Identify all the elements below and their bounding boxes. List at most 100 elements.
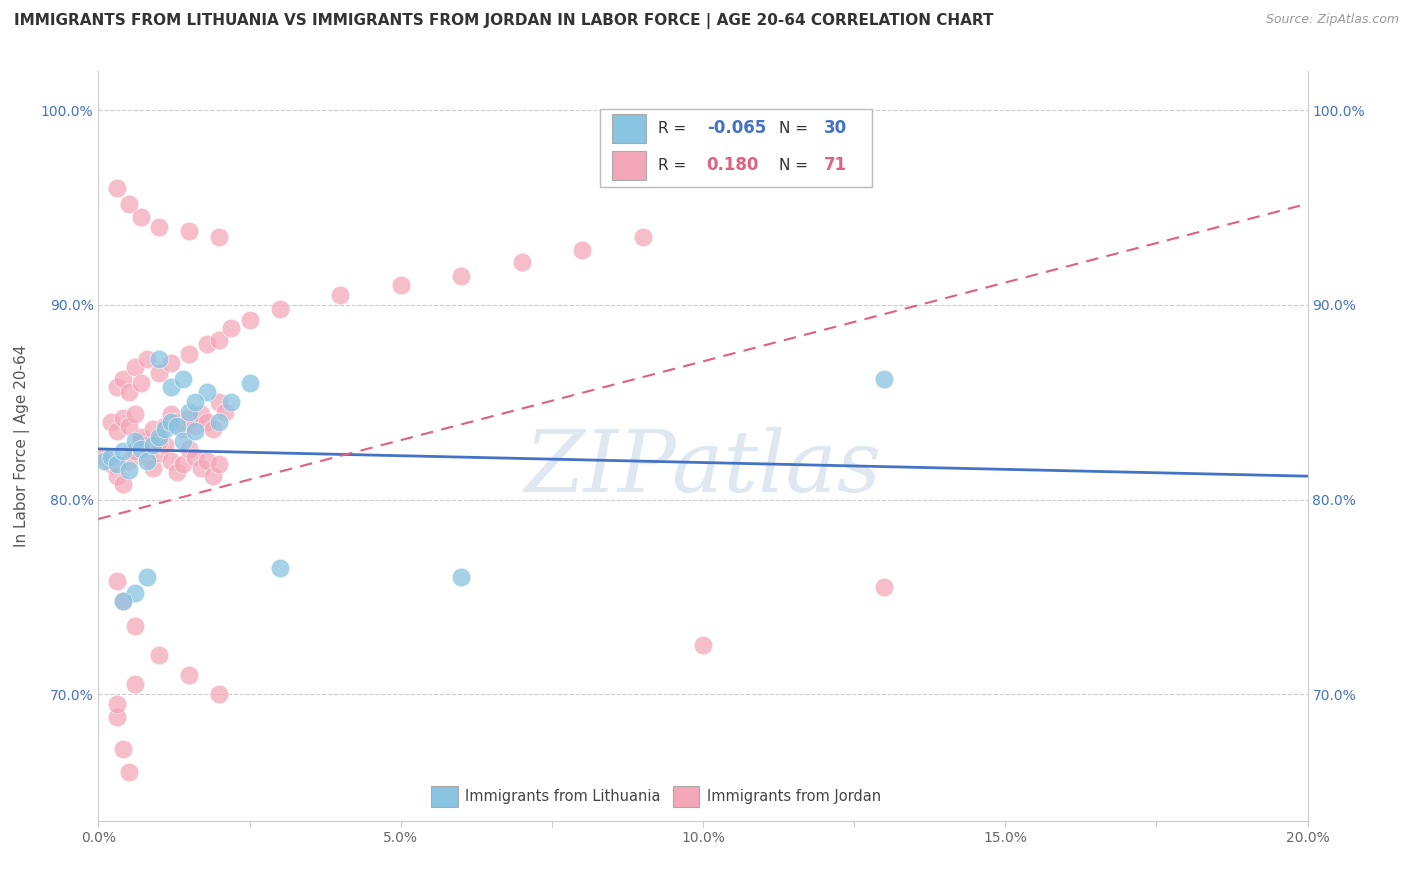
Point — [135, 438, 157, 452]
Point — [195, 453, 218, 467]
Point — [179, 667, 201, 681]
Y-axis label: In Labor Force | Age 20-64: In Labor Force | Age 20-64 — [14, 345, 30, 547]
Text: Immigrants from Jordan: Immigrants from Jordan — [707, 789, 880, 805]
Point — [179, 224, 201, 238]
Point — [148, 648, 170, 663]
Point — [172, 434, 194, 449]
FancyBboxPatch shape — [613, 151, 647, 179]
Point — [124, 360, 146, 375]
Point — [269, 301, 291, 316]
Point — [118, 463, 141, 477]
Point — [166, 465, 188, 479]
Point — [214, 405, 236, 419]
Point — [124, 434, 146, 449]
Point — [153, 418, 176, 433]
Point — [118, 453, 141, 467]
Point — [111, 593, 134, 607]
Point — [239, 313, 262, 327]
Point — [190, 461, 212, 475]
Point — [111, 741, 134, 756]
Point — [195, 336, 218, 351]
Point — [129, 376, 152, 390]
Point — [118, 385, 141, 400]
Point — [179, 410, 201, 425]
Point — [450, 268, 472, 283]
Point — [195, 385, 218, 400]
Point — [105, 425, 128, 439]
Point — [160, 415, 183, 429]
Point — [195, 415, 218, 429]
Point — [148, 434, 170, 449]
Point — [118, 418, 141, 433]
Point — [148, 220, 170, 235]
Point — [450, 570, 472, 584]
Point — [148, 366, 170, 380]
Point — [124, 443, 146, 458]
Point — [129, 211, 152, 225]
Text: R =: R = — [658, 121, 692, 136]
Point — [111, 443, 134, 458]
Point — [153, 422, 176, 436]
Point — [184, 425, 207, 439]
Point — [148, 446, 170, 460]
Point — [873, 372, 896, 386]
Point — [160, 356, 183, 370]
Text: Immigrants from Lithuania: Immigrants from Lithuania — [465, 789, 661, 805]
Point — [124, 407, 146, 421]
Point — [208, 415, 231, 429]
Point — [692, 639, 714, 653]
Point — [118, 196, 141, 211]
Point — [179, 346, 201, 360]
Point — [221, 395, 243, 409]
Point — [184, 418, 207, 433]
Point — [202, 422, 225, 436]
Point — [208, 229, 231, 244]
Point — [111, 372, 134, 386]
Point — [142, 438, 165, 452]
Text: 71: 71 — [824, 156, 846, 175]
Point — [135, 453, 157, 467]
Text: N =: N = — [779, 121, 813, 136]
Point — [389, 278, 412, 293]
Point — [239, 376, 262, 390]
Point — [111, 477, 134, 491]
Point — [172, 372, 194, 386]
Point — [202, 469, 225, 483]
Point — [111, 593, 134, 607]
Point — [124, 586, 146, 600]
Text: N =: N = — [779, 158, 813, 173]
Point — [105, 469, 128, 483]
Point — [166, 418, 188, 433]
Point — [179, 442, 201, 456]
FancyBboxPatch shape — [432, 786, 457, 807]
Point — [105, 710, 128, 724]
Point — [100, 458, 122, 472]
Point — [105, 181, 128, 195]
Point — [179, 405, 201, 419]
Point — [111, 410, 134, 425]
Point — [135, 352, 157, 367]
Point — [269, 560, 291, 574]
Point — [329, 288, 352, 302]
Point — [148, 430, 170, 444]
Text: ZIPatlas: ZIPatlas — [524, 427, 882, 510]
Point — [105, 574, 128, 589]
Text: 0.180: 0.180 — [707, 156, 759, 175]
Point — [100, 450, 122, 464]
Point — [135, 450, 157, 464]
Text: 30: 30 — [824, 120, 846, 137]
Point — [124, 619, 146, 633]
Point — [172, 422, 194, 436]
Point — [142, 461, 165, 475]
Text: R =: R = — [658, 158, 692, 173]
Point — [93, 453, 115, 467]
FancyBboxPatch shape — [672, 786, 699, 807]
Point — [105, 697, 128, 711]
Point — [184, 395, 207, 409]
Point — [184, 450, 207, 464]
Point — [873, 580, 896, 594]
Point — [221, 321, 243, 335]
Point — [160, 407, 183, 421]
Point — [631, 229, 654, 244]
Point — [129, 434, 152, 449]
